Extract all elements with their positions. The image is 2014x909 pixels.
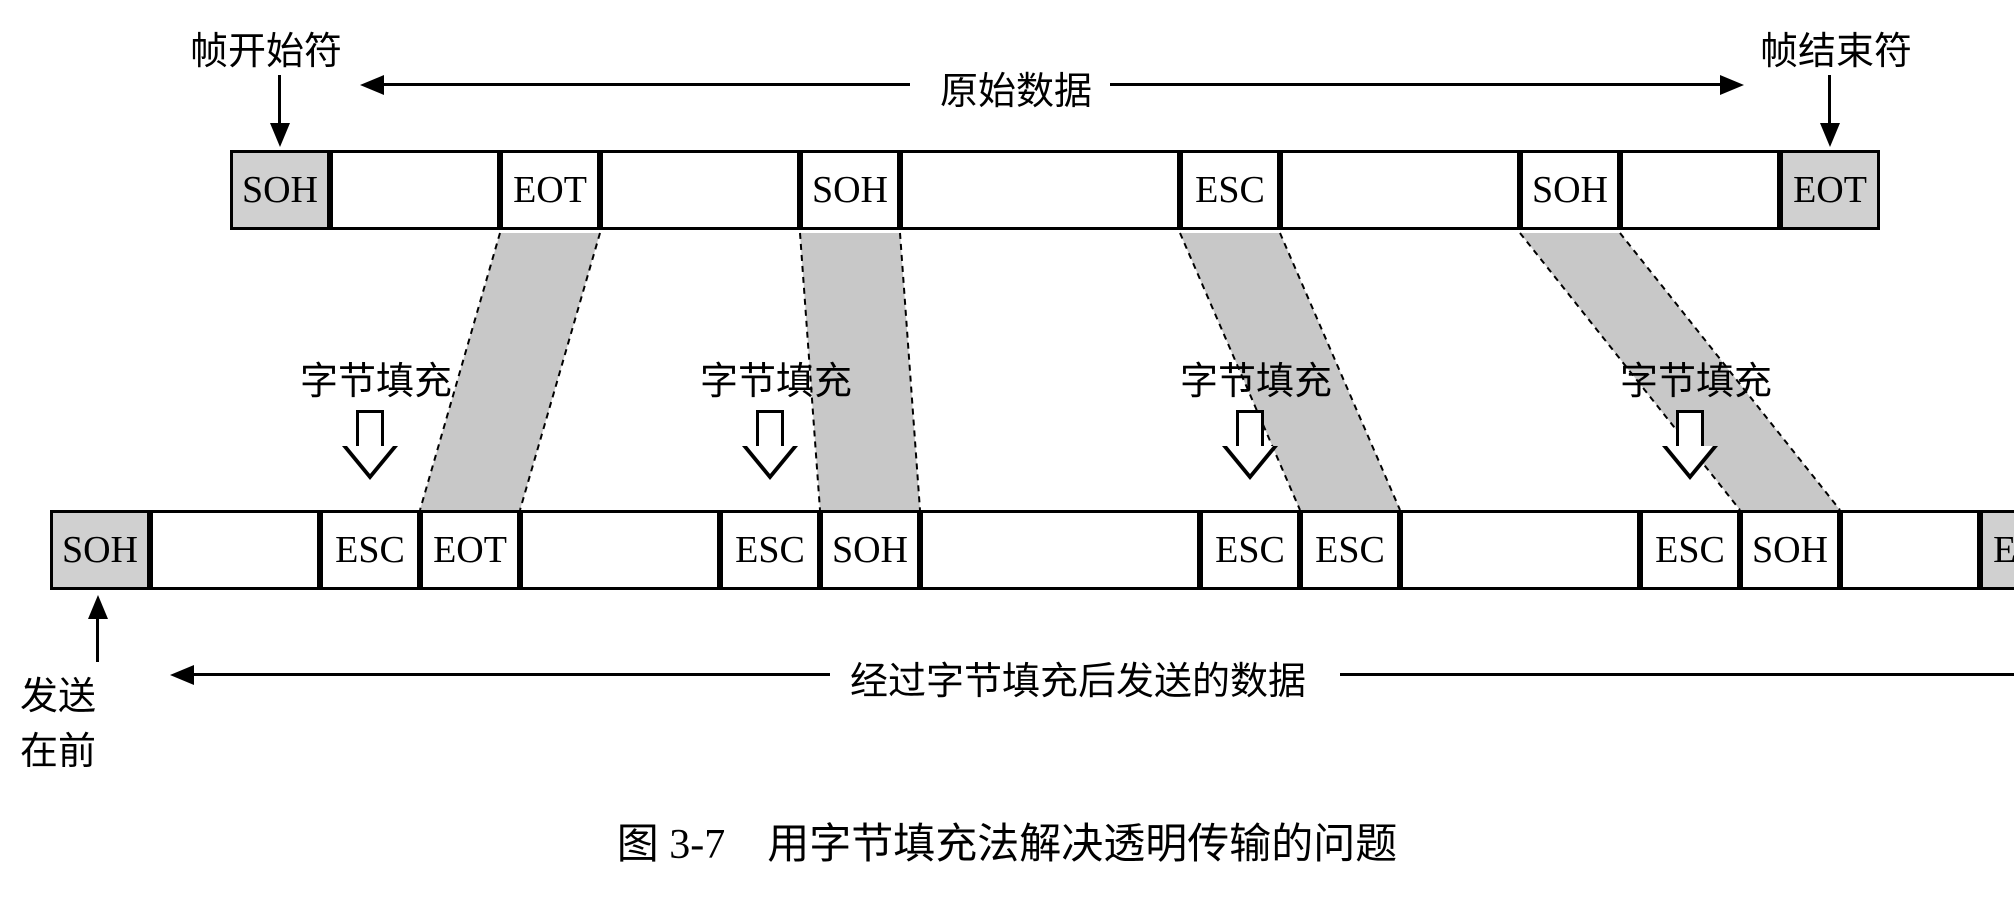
cell-data (150, 510, 320, 590)
cell-data (1280, 150, 1520, 230)
cell-esc: ESC (1180, 150, 1280, 230)
stuffing-arrow-icon (1222, 410, 1278, 480)
cell-esc: ESC (1640, 510, 1740, 590)
cell-esc: ESC (720, 510, 820, 590)
arrow-to-soh (278, 75, 281, 125)
cell-soh: SOH (50, 510, 150, 590)
byte-stuffing-label: 字节填充 (300, 350, 452, 405)
cell-eot: EOT (500, 150, 600, 230)
frame-end-label: 帧结束符 (1760, 20, 1912, 75)
byte-stuffing-label: 字节填充 (1180, 350, 1332, 405)
byte-stuffing-label: 字节填充 (700, 350, 852, 405)
stuffing-arrow-icon (342, 410, 398, 480)
stuffing-arrow-icon (1662, 410, 1718, 480)
original-data-arrow (380, 83, 910, 86)
cell-eot: EOT (1980, 510, 2014, 590)
cell-soh: SOH (230, 150, 330, 230)
send-first-arrow (96, 617, 99, 662)
cell-esc: ESC (1300, 510, 1400, 590)
cell-soh: SOH (800, 150, 900, 230)
cell-data (520, 510, 720, 590)
cell-data (900, 150, 1180, 230)
cell-data (600, 150, 800, 230)
byte-stuffing-label: 字节填充 (1620, 350, 1772, 405)
send-first-label: 发送 在前 (20, 665, 96, 775)
cell-soh: SOH (820, 510, 920, 590)
cell-soh: SOH (1520, 150, 1620, 230)
original-data-label: 原始数据 (940, 60, 1092, 115)
sent-data-label: 经过字节填充后发送的数据 (850, 650, 1306, 705)
arrow-to-eot (1828, 75, 1831, 125)
cell-eot: EOT (420, 510, 520, 590)
cell-esc: ESC (320, 510, 420, 590)
byte-stuffing-diagram: 帧开始符 帧结束符 原始数据 SOHEOTSOHESCSOHEOT 字节填充字节… (20, 20, 1994, 889)
cell-soh: SOH (1740, 510, 1840, 590)
cell-data (920, 510, 1200, 590)
stuffing-arrow-icon (742, 410, 798, 480)
figure-caption: 图 3-7 用字节填充法解决透明传输的问题 (20, 810, 1994, 871)
cell-data (1620, 150, 1780, 230)
cell-data (1400, 510, 1640, 590)
cell-eot: EOT (1780, 150, 1880, 230)
cell-esc: ESC (1200, 510, 1300, 590)
cell-data (330, 150, 500, 230)
sent-data-arrow (190, 673, 830, 676)
cell-data (1840, 510, 1980, 590)
frame-start-label: 帧开始符 (190, 20, 342, 75)
